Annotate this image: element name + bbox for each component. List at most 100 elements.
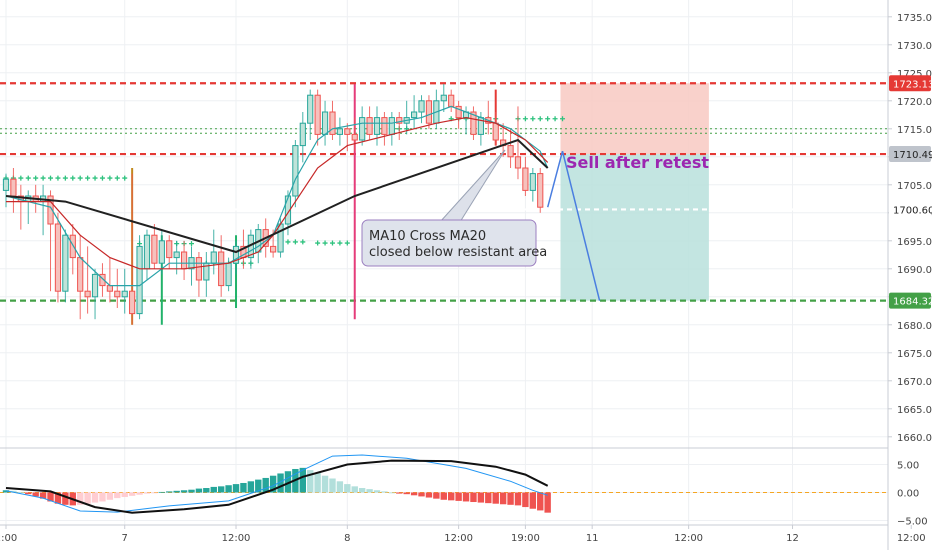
candle-body: [321, 111, 329, 135]
price-tick-label: 1705.00: [897, 181, 932, 192]
step-marker: [48, 175, 54, 181]
osc-histogram-bar: [210, 486, 217, 493]
candle: [470, 106, 477, 140]
candle: [218, 235, 225, 297]
candle-body: [507, 145, 514, 158]
candle-body: [121, 290, 128, 298]
candle-body: [54, 223, 62, 292]
osc-histogram-bar: [522, 492, 529, 508]
candle: [455, 100, 462, 129]
candle: [359, 106, 366, 146]
candle-body: [151, 234, 158, 264]
candle: [195, 252, 203, 297]
candle: [344, 123, 351, 152]
osc-histogram-bar: [247, 481, 255, 493]
osc-histogram-bar: [62, 492, 69, 505]
osc-histogram-bar: [321, 475, 329, 493]
candle-body: [307, 94, 314, 124]
osc-macd-line: [5, 454, 548, 513]
candle: [62, 229, 69, 303]
osc-histogram-bar: [32, 492, 39, 497]
osc-histogram-bar: [84, 492, 91, 504]
osc-histogram-bar: [329, 478, 336, 493]
candle: [522, 156, 529, 196]
candle-body: [351, 133, 358, 141]
step-marker: [300, 239, 306, 245]
candle-body: [47, 195, 54, 225]
step-marker: [70, 175, 76, 181]
candle-body: [143, 234, 151, 270]
osc-tick-label: 0.00: [897, 489, 919, 500]
step-marker: [122, 175, 128, 181]
zigzag-trend-line: [5, 138, 549, 254]
candle: [396, 112, 403, 140]
osc-histogram-bar: [492, 492, 499, 504]
osc-histogram-bar: [336, 481, 344, 493]
time-tick-label: 12: [786, 533, 799, 544]
osc-histogram-bar: [128, 492, 136, 496]
candle-body: [455, 105, 462, 119]
level-price-badge-text: 1710.49: [893, 150, 932, 161]
candle-body: [84, 290, 91, 298]
osc-histogram-bar: [77, 492, 84, 505]
projection-path: [546, 151, 601, 301]
candle: [529, 168, 536, 202]
osc-histogram-bar: [537, 492, 544, 511]
candle-body: [425, 100, 433, 124]
candle-body: [514, 156, 522, 169]
step-marker: [114, 175, 120, 181]
candle: [307, 89, 314, 140]
step-marker: [560, 116, 565, 122]
osc-histogram-bar: [151, 492, 158, 494]
time-tick-label: 11: [586, 533, 599, 544]
osc-histogram-bar: [448, 492, 455, 501]
candle-body: [195, 257, 203, 281]
osc-histogram-bar: [284, 471, 292, 493]
candle-body: [537, 173, 544, 208]
osc-histogram-bar: [188, 489, 195, 493]
step-marker: [530, 116, 536, 122]
candle-body: [232, 245, 240, 264]
candle: [418, 95, 425, 124]
level-price-badge-text: 1723.13: [893, 79, 932, 90]
candle: [54, 212, 62, 303]
osc-histogram-bar: [143, 492, 151, 494]
candle-body: [336, 128, 343, 135]
osc-histogram-bar: [470, 492, 477, 503]
osc-histogram-bar: [180, 490, 188, 493]
price-tick-label: 1730.00: [897, 41, 932, 52]
level-price-badge-bg: [889, 75, 931, 92]
osc-histogram-bar: [462, 492, 470, 502]
time-tick-label: 8: [344, 533, 350, 544]
current-price-badge-text: 1700.60: [893, 205, 932, 216]
price-tick-label: 1695.00: [897, 237, 932, 248]
candle: [336, 117, 343, 146]
candle-body: [359, 117, 366, 141]
candle-body: [470, 111, 477, 135]
candle-body: [314, 94, 321, 135]
osc-histogram-bar: [358, 488, 366, 493]
osc-histogram-bar: [410, 492, 418, 496]
time-tick-label: 2:00: [0, 533, 17, 544]
step-marker: [522, 116, 528, 122]
candle: [158, 229, 165, 275]
price-tick-label: 1670.00: [897, 377, 932, 388]
osc-histogram-bar: [351, 486, 358, 493]
candle-body: [136, 245, 143, 315]
callout-text-line-1: MA10 Cross MA20: [369, 229, 486, 244]
candle-body: [418, 100, 425, 113]
time-tick-label: 19:00: [511, 533, 540, 544]
candle-body: [329, 111, 336, 135]
osc-histogram-bar: [507, 492, 514, 505]
step-marker: [537, 116, 543, 122]
osc-histogram-bar: [433, 492, 440, 499]
step-marker: [285, 239, 291, 245]
step-marker: [92, 175, 98, 181]
osc-signal-line: [5, 459, 549, 514]
current-price-badge: 1700.60: [889, 201, 932, 218]
osc-tick-label: 5.00: [897, 461, 919, 472]
sell-zone-risk: [560, 83, 709, 155]
candle: [514, 106, 522, 180]
